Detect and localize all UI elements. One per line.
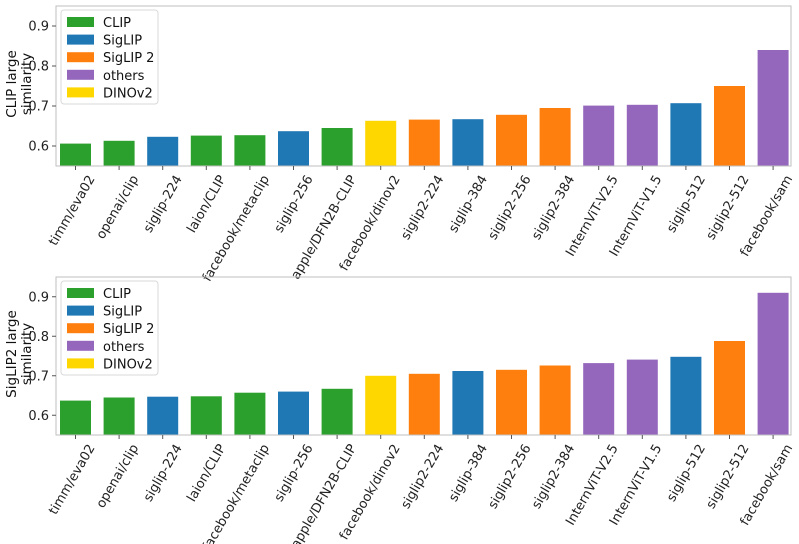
bar-openai-clip [103, 140, 135, 166]
y-tick-label: 0.7 [28, 369, 49, 384]
legend-swatch [67, 288, 94, 298]
x-tick-label: siglip2-224 [398, 442, 447, 512]
legend-swatch [67, 34, 94, 45]
chart-panel-2: 0.6 0.7 0.8 0.9 SigLIP2 largesimilarity timm/… [4, 276, 796, 544]
bar-siglip2-512 [714, 341, 745, 435]
legend-label: SigLIP 2 [103, 51, 154, 66]
bar-siglip2-256 [496, 369, 527, 435]
bar-siglip2-512 [714, 86, 745, 166]
legend-swatch [67, 340, 94, 351]
bar-siglip2-224 [408, 119, 440, 166]
x-tick-label: openai/clip [94, 173, 143, 242]
bar-siglip-256 [278, 131, 309, 166]
bar-facebook-sam [757, 50, 789, 166]
y-axis-label-line: SigLIP2 large [4, 310, 20, 398]
bar-laion-clip [190, 396, 222, 435]
bar-timm-eva02 [60, 143, 91, 166]
legend-label: SigLIP [103, 34, 142, 49]
x-tick-label: siglip2-224 [398, 173, 447, 243]
y-tick-label: 0.9 [28, 290, 49, 305]
x-tick-label: siglip2-256 [486, 442, 535, 512]
legend-label: others [103, 340, 145, 355]
legend-swatch [67, 17, 94, 27]
bar-siglip-224 [147, 396, 179, 435]
y-tick-label: 0.8 [28, 330, 49, 345]
x-tick-label: laion/CLIP [185, 173, 230, 236]
x-tick-label: siglip2-512 [704, 173, 753, 243]
bar-siglip-384 [452, 119, 484, 166]
legend-label: CLIP [103, 16, 131, 31]
x-tick-label: siglip2-256 [486, 173, 535, 243]
bar-siglip2-224 [408, 373, 440, 435]
x-tick-label: siglip-512 [664, 173, 709, 236]
bar-internvit-v2-5 [583, 363, 615, 435]
x-tick-label: siglip2-384 [529, 442, 578, 512]
bar-internvit-v1-5 [626, 104, 658, 166]
legend-swatch [67, 52, 94, 63]
bar-facebook-metaclip [234, 392, 266, 435]
y-axis-label: CLIP largesimilarity [4, 50, 35, 118]
x-tick-label: siglip-224 [141, 173, 186, 236]
y-tick-label: 0.6 [28, 140, 49, 155]
x-tick-label: siglip2-384 [529, 173, 578, 243]
bar-siglip-256 [278, 391, 309, 435]
x-tick-label: siglip-256 [272, 173, 317, 236]
bar-apple-dfn2b-clip [321, 388, 353, 435]
legend-label: SigLIP [103, 305, 142, 320]
bar-internvit-v2-5 [583, 105, 615, 166]
y-axis-label-line: CLIP large [4, 50, 20, 118]
x-tick-label: siglip-256 [272, 442, 317, 505]
bar-apple-dfn2b-clip [321, 128, 353, 166]
bar-siglip-512 [670, 103, 702, 166]
legend-label: DINOv2 [103, 86, 153, 101]
bar-siglip-512 [670, 356, 702, 435]
legend-label: others [103, 69, 145, 84]
x-tick-label: siglip2-512 [704, 442, 753, 512]
bar-siglip-224 [147, 136, 179, 166]
x-tick-label: siglip-384 [446, 173, 491, 236]
bar-siglip2-384 [539, 365, 571, 435]
plot-frame [55, 5, 792, 167]
x-tick-label: laion/CLIP [185, 442, 230, 505]
legend: CLIP SigLIP SigLIP 2 others DINOv2 [60, 9, 159, 105]
legend-swatch [67, 323, 94, 334]
bar-timm-eva02 [60, 400, 91, 435]
legend: CLIP SigLIP SigLIP 2 others DINOv2 [60, 280, 159, 376]
legend-swatch [67, 358, 94, 369]
legend-box [60, 9, 159, 105]
legend-label: SigLIP 2 [103, 322, 154, 337]
bar-facebook-dinov2 [365, 375, 397, 436]
chart-panel-1: 0.6 0.7 0.8 0.9 CLIP largesimilarity timm/eva… [4, 5, 796, 284]
legend-swatch [67, 305, 94, 316]
x-tick-label: siglip-224 [141, 442, 186, 505]
legend-box [60, 280, 159, 376]
bar-siglip2-256 [496, 114, 527, 166]
x-tick-label: openai/clip [94, 442, 143, 511]
bar-openai-clip [103, 397, 135, 435]
bar-facebook-dinov2 [365, 120, 397, 166]
legend-label: DINOv2 [103, 357, 153, 372]
y-axis-label: SigLIP2 largesimilarity [4, 310, 35, 398]
y-axis-label-line: similarity [19, 323, 35, 385]
x-tick-label: siglip-384 [446, 442, 491, 505]
bar-facebook-metaclip [234, 135, 266, 166]
y-tick-label: 0.6 [28, 409, 49, 424]
x-tick-label: timm/eva02 [46, 442, 98, 518]
y-tick-label: 0.7 [28, 100, 49, 115]
y-tick-label: 0.9 [28, 20, 49, 35]
bar-laion-clip [190, 135, 222, 166]
bar-siglip-384 [452, 371, 484, 435]
bar-internvit-v1-5 [626, 359, 658, 435]
plot-frame [55, 276, 792, 436]
legend-swatch [67, 69, 94, 80]
x-tick-label: siglip-512 [664, 442, 709, 505]
y-tick-label: 0.8 [28, 60, 49, 75]
x-tick-label: timm/eva02 [46, 173, 98, 249]
bar-siglip2-384 [539, 108, 571, 166]
legend-label: CLIP [103, 287, 131, 302]
legend-swatch [67, 87, 94, 98]
y-axis-label-line: similarity [19, 53, 35, 115]
bar-facebook-sam [757, 292, 789, 435]
